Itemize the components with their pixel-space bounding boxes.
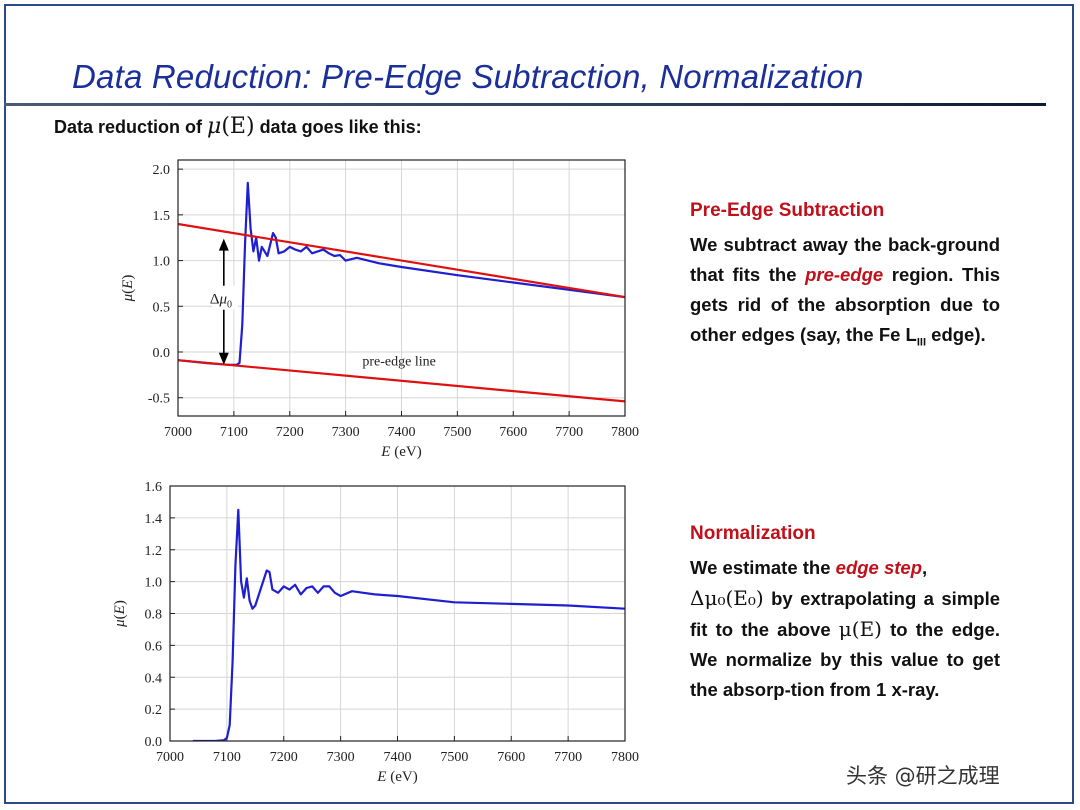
bottom-xtick-label-3: 7300 xyxy=(327,750,355,765)
slide-title: Data Reduction: Pre-Edge Subtraction, No… xyxy=(72,58,864,95)
panel-pre-edge-body: We subtract away the back-ground that fi… xyxy=(690,230,1000,358)
bottom-xtick-label-7: 7700 xyxy=(554,750,582,765)
panel-normalization-body: We estimate the edge step, Δμ₀(E₀) by ext… xyxy=(690,553,1000,705)
subtitle-math: μ(E) xyxy=(207,114,255,139)
pre-edge-text-2: region. This gets rid of the absorption … xyxy=(690,264,1000,345)
bottom-xtick-label-8: 7800 xyxy=(611,750,639,765)
norm-math-mu: μ(E) xyxy=(838,617,882,641)
bottom-ytick-label-5: 1.0 xyxy=(145,576,163,591)
top-delta-arrowhead-up xyxy=(218,238,229,251)
panel-pre-edge: Pre-Edge Subtraction We subtract away th… xyxy=(690,200,1000,358)
norm-emphasis: edge step xyxy=(835,557,923,578)
bottom-ytick-label-4: 0.8 xyxy=(145,608,163,623)
bottom-ylabel: μ(E) xyxy=(112,600,128,628)
bottom-frame xyxy=(169,485,626,742)
norm-text-4: to the edge. We normalize by this value … xyxy=(690,619,1000,700)
top-xtick-label-2: 7200 xyxy=(276,425,304,440)
top-ytick-label-5: 2.0 xyxy=(153,163,171,178)
panel-normalization-heading: Normalization xyxy=(690,523,816,544)
norm-text-2: , xyxy=(922,557,928,578)
slide-frame xyxy=(4,4,1074,804)
norm-math-delta-mu: Δμ₀(E₀) xyxy=(690,586,764,610)
top-series-0 xyxy=(178,181,625,366)
bottom-xtick-label-0: 7000 xyxy=(156,750,184,765)
top-delta-arrowhead-down xyxy=(218,352,229,365)
top-xtick-label-8: 7800 xyxy=(611,425,639,440)
bottom-ytick-label-2: 0.4 xyxy=(145,671,163,686)
top-xtick-label-7: 7700 xyxy=(555,425,583,440)
top-delta-label-bg xyxy=(211,285,238,310)
bottom-ytick-label-1: 0.2 xyxy=(145,703,163,718)
slide-subtitle: Data reduction of μ(E) data goes like th… xyxy=(54,114,422,139)
top-xtick-label-6: 7600 xyxy=(499,425,527,440)
top-xtick-label-3: 7300 xyxy=(332,425,360,440)
top-ytick-label-3: 1.0 xyxy=(153,255,171,270)
top-series-2 xyxy=(178,359,625,403)
top-xtick-label-4: 7400 xyxy=(388,425,416,440)
bottom-ytick-label-0: 0.0 xyxy=(145,735,163,750)
bottom-xtick-label-1: 7100 xyxy=(213,750,241,765)
bottom-xtick-label-2: 7200 xyxy=(270,750,298,765)
top-frame xyxy=(177,159,626,417)
bottom-xtick-label-6: 7600 xyxy=(497,750,525,765)
pre-edge-emphasis: pre-edge xyxy=(805,264,884,285)
title-rule xyxy=(4,103,1046,106)
top-delta-label: Δμ0 xyxy=(210,292,232,311)
subtitle-tail: data goes like this: xyxy=(254,117,422,137)
top-series-1 xyxy=(178,222,625,299)
top-ytick-label-0: -0.5 xyxy=(148,392,170,407)
bottom-ytick-label-7: 1.4 xyxy=(145,512,163,527)
top-pre-edge-label: pre-edge line xyxy=(362,355,435,370)
norm-text-1: We estimate the xyxy=(690,557,836,578)
pre-edge-text-3: edge). xyxy=(926,324,986,345)
bottom-xlabel: E (eV) xyxy=(376,769,417,785)
top-ytick-label-2: 0.5 xyxy=(153,300,171,315)
top-ytick-label-1: 0.0 xyxy=(153,346,171,361)
pre-edge-subscript: III xyxy=(916,336,927,349)
bottom-ytick-label-3: 0.6 xyxy=(145,639,163,654)
top-ytick-label-4: 1.5 xyxy=(153,209,171,224)
top-xtick-label-0: 7000 xyxy=(164,425,192,440)
subtitle-math-mu: μ xyxy=(207,114,222,139)
bottom-xtick-label-4: 7400 xyxy=(384,750,412,765)
bottom-xtick-label-5: 7500 xyxy=(440,750,468,765)
top-xtick-label-5: 7500 xyxy=(443,425,471,440)
bottom-ytick-label-6: 1.2 xyxy=(145,544,163,559)
bottom-ytick-label-8: 1.6 xyxy=(145,480,163,495)
top-xlabel: E (eV) xyxy=(380,444,421,460)
top-ylabel: μ(E) xyxy=(120,275,136,303)
watermark: 头条 @研之成理 xyxy=(846,764,1000,788)
pre-edge-text-1: We subtract away the back-ground that fi… xyxy=(690,234,1000,285)
subtitle-math-e: (E) xyxy=(221,114,255,139)
panel-normalization: Normalization We estimate the edge step,… xyxy=(690,523,1000,705)
bottom-series-0 xyxy=(192,508,625,741)
norm-text-3: by extrapolating a simple fit to the abo… xyxy=(690,588,1000,640)
subtitle-lead: Data reduction of xyxy=(54,117,208,137)
panel-pre-edge-heading: Pre-Edge Subtraction xyxy=(690,200,885,221)
top-xtick-label-1: 7100 xyxy=(220,425,248,440)
